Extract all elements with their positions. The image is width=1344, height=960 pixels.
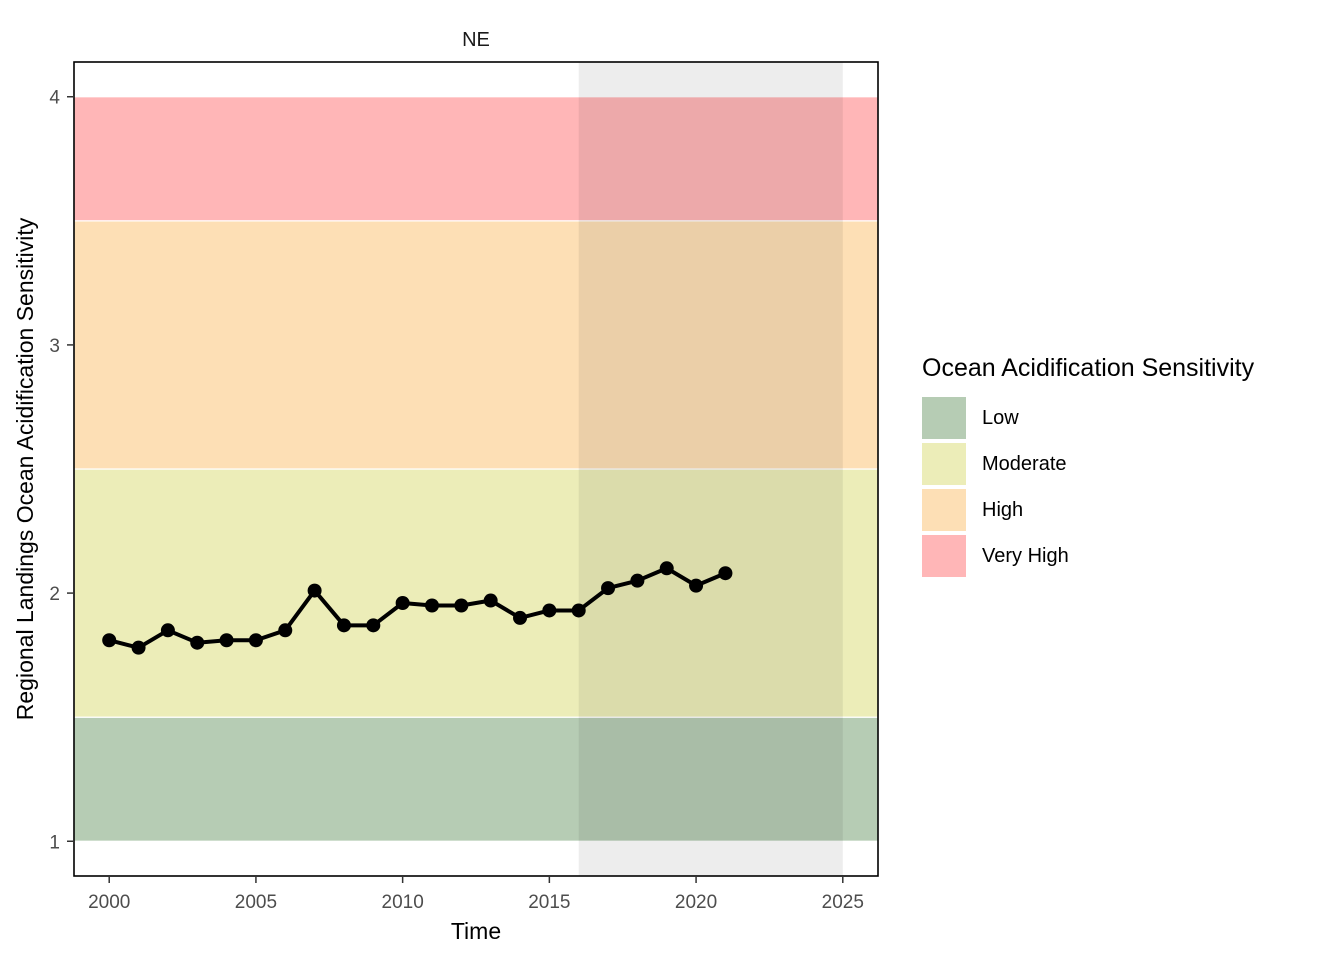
legend-key <box>922 443 966 485</box>
projection-window <box>578 62 843 876</box>
data-point <box>366 618 381 633</box>
legend: Ocean Acidification Sensitivity Low Moder… <box>922 354 1254 579</box>
x-axis: 2000 2005 2010 2015 2020 2025 <box>88 876 864 913</box>
legend-label: High <box>982 498 1024 521</box>
data-point <box>601 581 616 596</box>
legend-title: Ocean Acidification Sensitivity <box>922 354 1255 382</box>
x-tick-label: 2020 <box>675 892 717 913</box>
data-point <box>160 623 175 638</box>
projection-window-shade <box>578 62 843 876</box>
legend-item-high: High <box>922 487 1254 533</box>
facet-label: NE <box>462 29 490 51</box>
series-layer <box>102 561 733 655</box>
legend-item-moderate: Moderate <box>922 441 1254 487</box>
data-point <box>630 573 645 588</box>
legend-label: Low <box>982 406 1019 429</box>
legend-key <box>922 397 966 439</box>
data-point <box>718 566 733 581</box>
x-axis-label: Time <box>451 918 501 944</box>
data-point <box>689 578 704 593</box>
data-point <box>395 596 410 611</box>
data-point <box>278 623 293 638</box>
data-point <box>219 633 234 648</box>
data-point <box>102 633 117 648</box>
legend-key <box>922 535 966 577</box>
data-point <box>131 640 146 655</box>
sensitivity-bands <box>73 96 879 842</box>
y-axis-label: Regional Landings Ocean Acidification Se… <box>12 217 38 720</box>
data-point <box>424 598 439 613</box>
legend-key <box>922 489 966 531</box>
series-line <box>108 566 727 650</box>
data-point <box>571 603 586 618</box>
band-very-high <box>73 96 879 222</box>
y-tick-label: 3 <box>49 336 60 357</box>
legend-item-low: Low <box>922 395 1254 441</box>
data-point <box>454 598 469 613</box>
x-tick-label: 2015 <box>528 892 570 913</box>
legend-item-very-high: Very High <box>922 533 1254 579</box>
data-point <box>542 603 557 618</box>
plot-panel-border <box>73 61 879 877</box>
data-point <box>513 610 528 625</box>
data-point <box>483 593 498 608</box>
legend-items: Low Moderate High Very High <box>922 395 1254 579</box>
data-point <box>659 561 674 576</box>
x-tick-label: 2000 <box>88 892 130 913</box>
band-moderate <box>73 468 879 718</box>
data-point <box>190 635 205 650</box>
x-tick-label: 2025 <box>822 892 864 913</box>
x-tick-label: 2005 <box>235 892 277 913</box>
y-tick-label: 1 <box>49 832 60 853</box>
y-tick-label: 2 <box>49 584 60 605</box>
legend-label: Very High <box>982 544 1069 567</box>
y-tick-label: 4 <box>49 88 60 109</box>
data-point <box>336 618 351 633</box>
data-point <box>307 583 322 598</box>
x-tick-label: 2010 <box>382 892 424 913</box>
legend-label: Moderate <box>982 452 1067 475</box>
band-low <box>73 716 879 842</box>
y-axis: 1 2 3 4 <box>49 88 74 853</box>
data-point <box>248 633 263 648</box>
